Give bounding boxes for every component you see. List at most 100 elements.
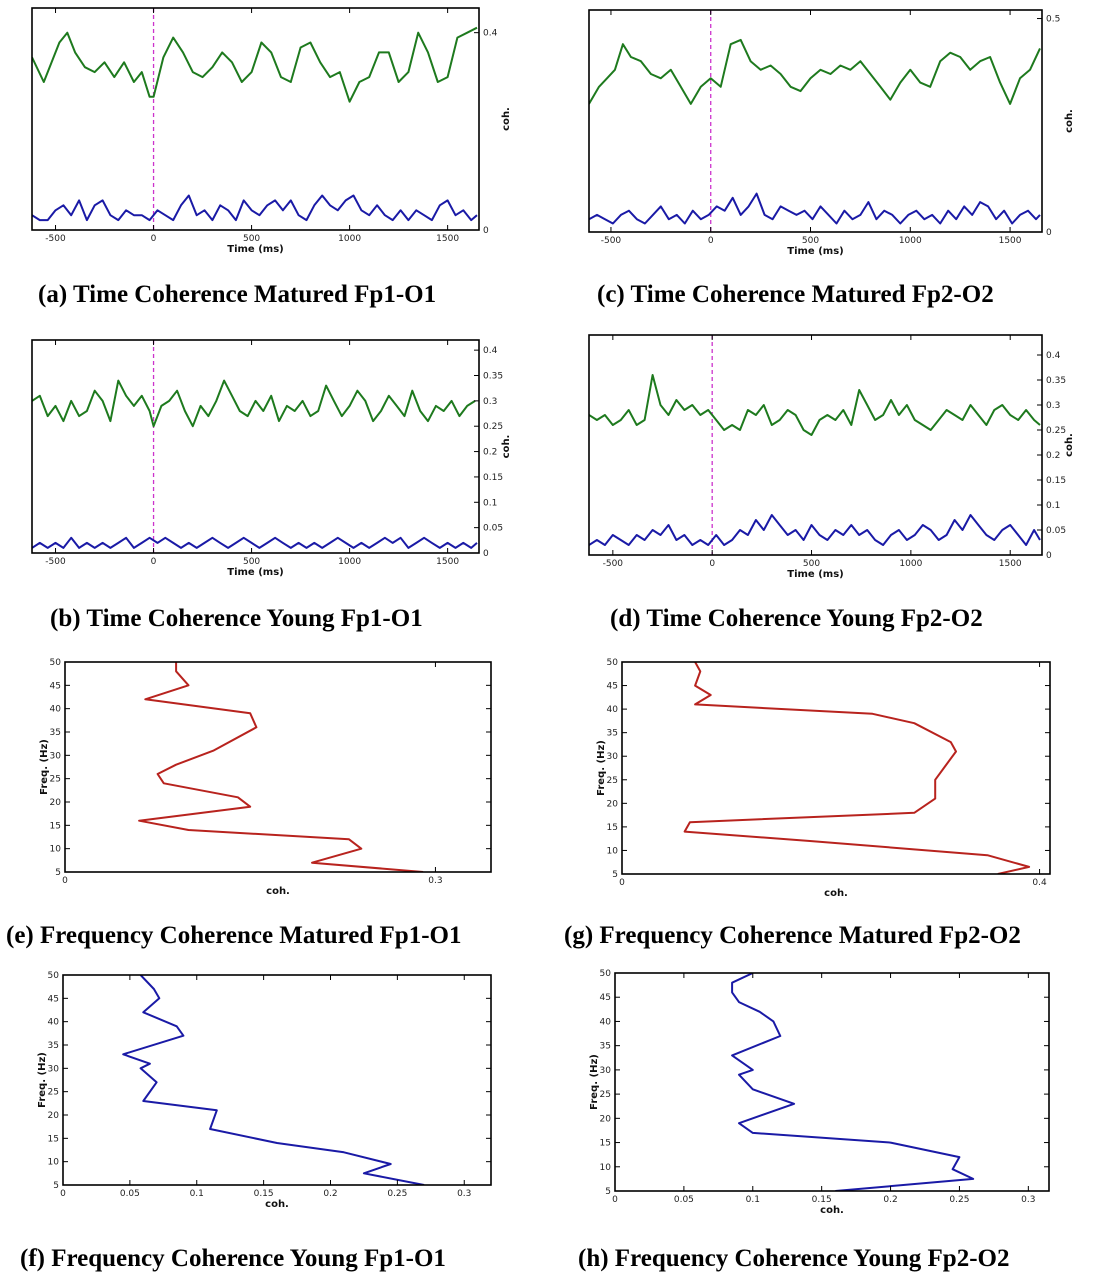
y-tick-label: 0.3 [1046, 401, 1060, 411]
series-line-green [32, 379, 476, 428]
plot-frame [588, 334, 1043, 556]
y-axis-label: coh. [1064, 109, 1075, 133]
chart-d: -500 0 500 1000 1500 0 0.05 0.1 0.15 0.2 0.25 0.3 0.… [588, 334, 1075, 580]
y-tick-label: 50 [600, 969, 612, 979]
series-line-blue [731, 973, 975, 1191]
caption-h: (h) Frequency Coherence Young Fp2-O2 [578, 1245, 1010, 1272]
y-tick-label: 20 [48, 1111, 60, 1121]
x-tick-label: 0.2 [323, 1189, 337, 1199]
y-axis-label: Freq. (Hz) [39, 739, 50, 795]
y-tick-label: 30 [50, 751, 62, 761]
chart-b: -500 0 500 1000 1500 0 0.05 0.1 0.15 0.2 0.25 0.3 0.… [31, 339, 512, 578]
y-tick-label: 0 [483, 549, 489, 559]
y-tick-label: 0.1 [1046, 501, 1060, 511]
x-axis-label: coh. [820, 1205, 844, 1216]
y-tick-label: 15 [607, 823, 618, 833]
series-line-blue [589, 192, 1041, 225]
x-tick-label: 0.05 [120, 1189, 140, 1199]
x-tick-label: 1000 [338, 557, 361, 567]
x-tick-label: 0.05 [674, 1195, 694, 1205]
x-tick-label: 1500 [999, 559, 1022, 569]
y-tick-label: 25 [50, 775, 61, 785]
series-line-red [138, 662, 424, 872]
caption-f: (f) Frequency Coherence Young Fp1-O1 [20, 1245, 446, 1272]
series-line-green [32, 26, 478, 103]
series-line-green [589, 374, 1041, 436]
y-tick-label: 45 [50, 681, 61, 691]
y-tick-label: 0.2 [483, 448, 497, 458]
y-tick-label: 0.4 [483, 29, 498, 39]
y-tick-label: 0.15 [483, 473, 503, 483]
y-tick-label: 25 [48, 1088, 59, 1098]
y-tick-label: 30 [600, 1066, 612, 1076]
y-tick-label: 5 [612, 870, 618, 880]
series-line-green [589, 38, 1041, 105]
y-tick-label: 0.3 [483, 397, 497, 407]
y-axis-label: coh. [501, 107, 512, 131]
x-tick-label: 1500 [999, 236, 1022, 246]
chart-a: -500 0 500 1000 1500 0 0.4 Time (ms) coh. [31, 7, 512, 255]
chart-c: -500 0 500 1000 1500 0 0.5 Time (ms) coh. [588, 9, 1075, 257]
x-tick-label: 0 [612, 1195, 618, 1205]
y-tick-label: 35 [607, 729, 618, 739]
series-line-blue [32, 194, 478, 222]
x-tick-label: -500 [603, 559, 624, 569]
caption-b: (b) Time Coherence Young Fp1-O1 [50, 605, 423, 632]
y-tick-label: 0.25 [1046, 426, 1066, 436]
y-tick-label: 15 [600, 1139, 611, 1149]
plot-frame [62, 974, 492, 1186]
x-tick-label: 500 [802, 236, 819, 246]
x-tick-label: 0 [151, 557, 157, 567]
y-tick-label: 25 [607, 776, 618, 786]
series-line-blue [32, 536, 478, 549]
y-tick-label: 35 [600, 1042, 611, 1052]
y-tick-label: 5 [53, 1181, 59, 1191]
x-tick-label: 1000 [899, 236, 922, 246]
x-tick-label: -500 [45, 234, 66, 244]
x-tick-label: 0.2 [883, 1195, 897, 1205]
chart-g: 0 0.4 5 10 15 20 25 30 35 40 45 50 coh. Freq. (Hz) [596, 658, 1051, 899]
x-axis-label: Time (ms) [227, 244, 283, 255]
caption-g: (g) Frequency Coherence Matured Fp2-O2 [564, 922, 1021, 949]
y-axis-label: Freq. (Hz) [596, 740, 607, 796]
y-tick-label: 0 [483, 226, 489, 236]
caption-c: (c) Time Coherence Matured Fp2-O2 [597, 281, 994, 308]
x-tick-label: 0.3 [428, 876, 442, 886]
x-tick-label: 500 [803, 559, 820, 569]
x-tick-label: 0 [62, 876, 68, 886]
y-tick-label: 0.1 [483, 498, 497, 508]
caption-d: (d) Time Coherence Young Fp2-O2 [610, 605, 983, 632]
y-tick-label: 20 [600, 1114, 612, 1124]
y-tick-label: 45 [48, 994, 59, 1004]
x-tick-label: 0.1 [190, 1189, 204, 1199]
caption-a: (a) Time Coherence Matured Fp1-O1 [38, 281, 437, 308]
y-tick-label: 40 [50, 705, 62, 715]
y-tick-label: 0.4 [1046, 351, 1061, 361]
x-tick-label: 0.3 [457, 1189, 471, 1199]
plot-frame [621, 661, 1051, 875]
y-tick-label: 45 [600, 993, 611, 1003]
x-tick-label: 0.25 [949, 1195, 969, 1205]
x-tick-label: 0.3 [1021, 1195, 1035, 1205]
chart-h: 0 0.05 0.1 0.15 0.2 0.25 0.3 5 10 15 20 25 30 35 40 45 5… [589, 969, 1050, 1216]
y-tick-label: 0.4 [483, 346, 498, 356]
y-tick-label: 50 [50, 658, 62, 668]
y-tick-label: 0.05 [483, 524, 503, 534]
y-tick-label: 0.35 [483, 372, 503, 382]
x-tick-label: -500 [601, 236, 622, 246]
y-axis-label: Freq. (Hz) [589, 1054, 600, 1110]
series-line-blue [122, 975, 425, 1185]
y-tick-label: 25 [600, 1090, 611, 1100]
x-axis-label: Time (ms) [227, 567, 283, 578]
y-tick-label: 50 [48, 971, 60, 981]
y-tick-label: 10 [48, 1158, 60, 1168]
y-tick-label: 30 [48, 1064, 60, 1074]
y-tick-label: 0.35 [1046, 376, 1066, 386]
x-tick-label: 1000 [899, 559, 922, 569]
x-tick-label: 0 [709, 559, 715, 569]
y-tick-label: 20 [50, 798, 62, 808]
x-tick-label: 0 [708, 236, 714, 246]
x-tick-label: 0.15 [812, 1195, 832, 1205]
y-tick-label: 15 [50, 821, 61, 831]
y-tick-label: 35 [48, 1041, 59, 1051]
